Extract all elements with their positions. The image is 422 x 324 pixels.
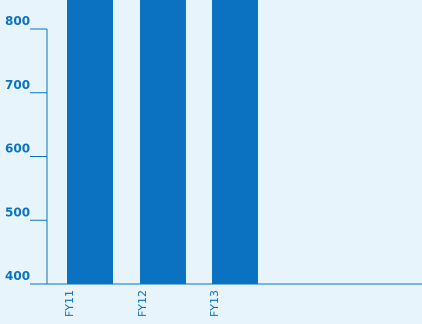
y-tick-label: 600 bbox=[5, 142, 30, 156]
y-tick-label: 700 bbox=[5, 78, 30, 92]
bar bbox=[212, 0, 258, 284]
x-tick-label: FY13 bbox=[208, 290, 221, 317]
bar bbox=[140, 0, 186, 284]
x-tick-label: FY12 bbox=[136, 290, 149, 317]
y-tick-label: 400 bbox=[5, 269, 30, 283]
bar bbox=[67, 0, 113, 284]
y-tick-label: 500 bbox=[5, 205, 30, 219]
y-tick-label: 800 bbox=[5, 14, 30, 28]
x-tick-label: FY11 bbox=[63, 290, 76, 317]
